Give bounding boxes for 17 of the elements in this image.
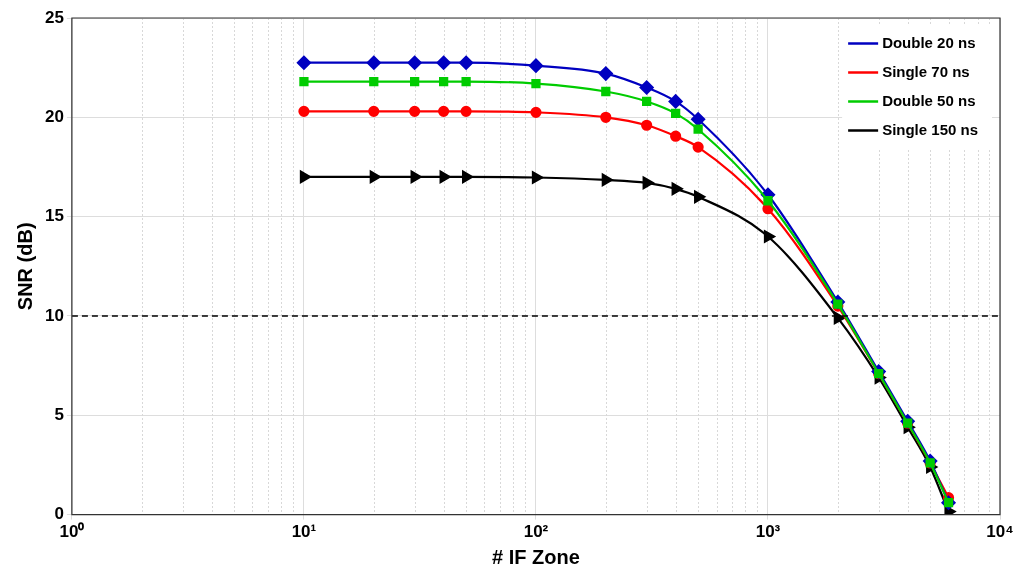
y-tick-label: 15 [44,206,64,226]
legend-label: Single 150 ns [882,120,978,138]
x-tick-label: 10³ [755,522,781,542]
legend-label: Double 50 ns [882,91,976,109]
y-tick-label: 20 [44,107,64,127]
legend-label: Single 70 ns [882,62,970,80]
x-tick-label: 10² [523,522,549,542]
x-axis-title: # IF Zone [492,545,580,568]
x-tick-label: 10⁰ [59,522,85,542]
y-tick-label: 10 [44,305,64,325]
legend-label: Double 20 ns [882,33,976,51]
y-tick-label: 0 [54,504,64,524]
x-tick-label: 10¹ [291,522,317,542]
y-tick-label: 25 [44,7,64,27]
x-tick-label: 10⁴ [986,522,1014,542]
y-tick-label: 5 [54,404,64,424]
y-axis-title: SNR (dB) [13,222,36,311]
